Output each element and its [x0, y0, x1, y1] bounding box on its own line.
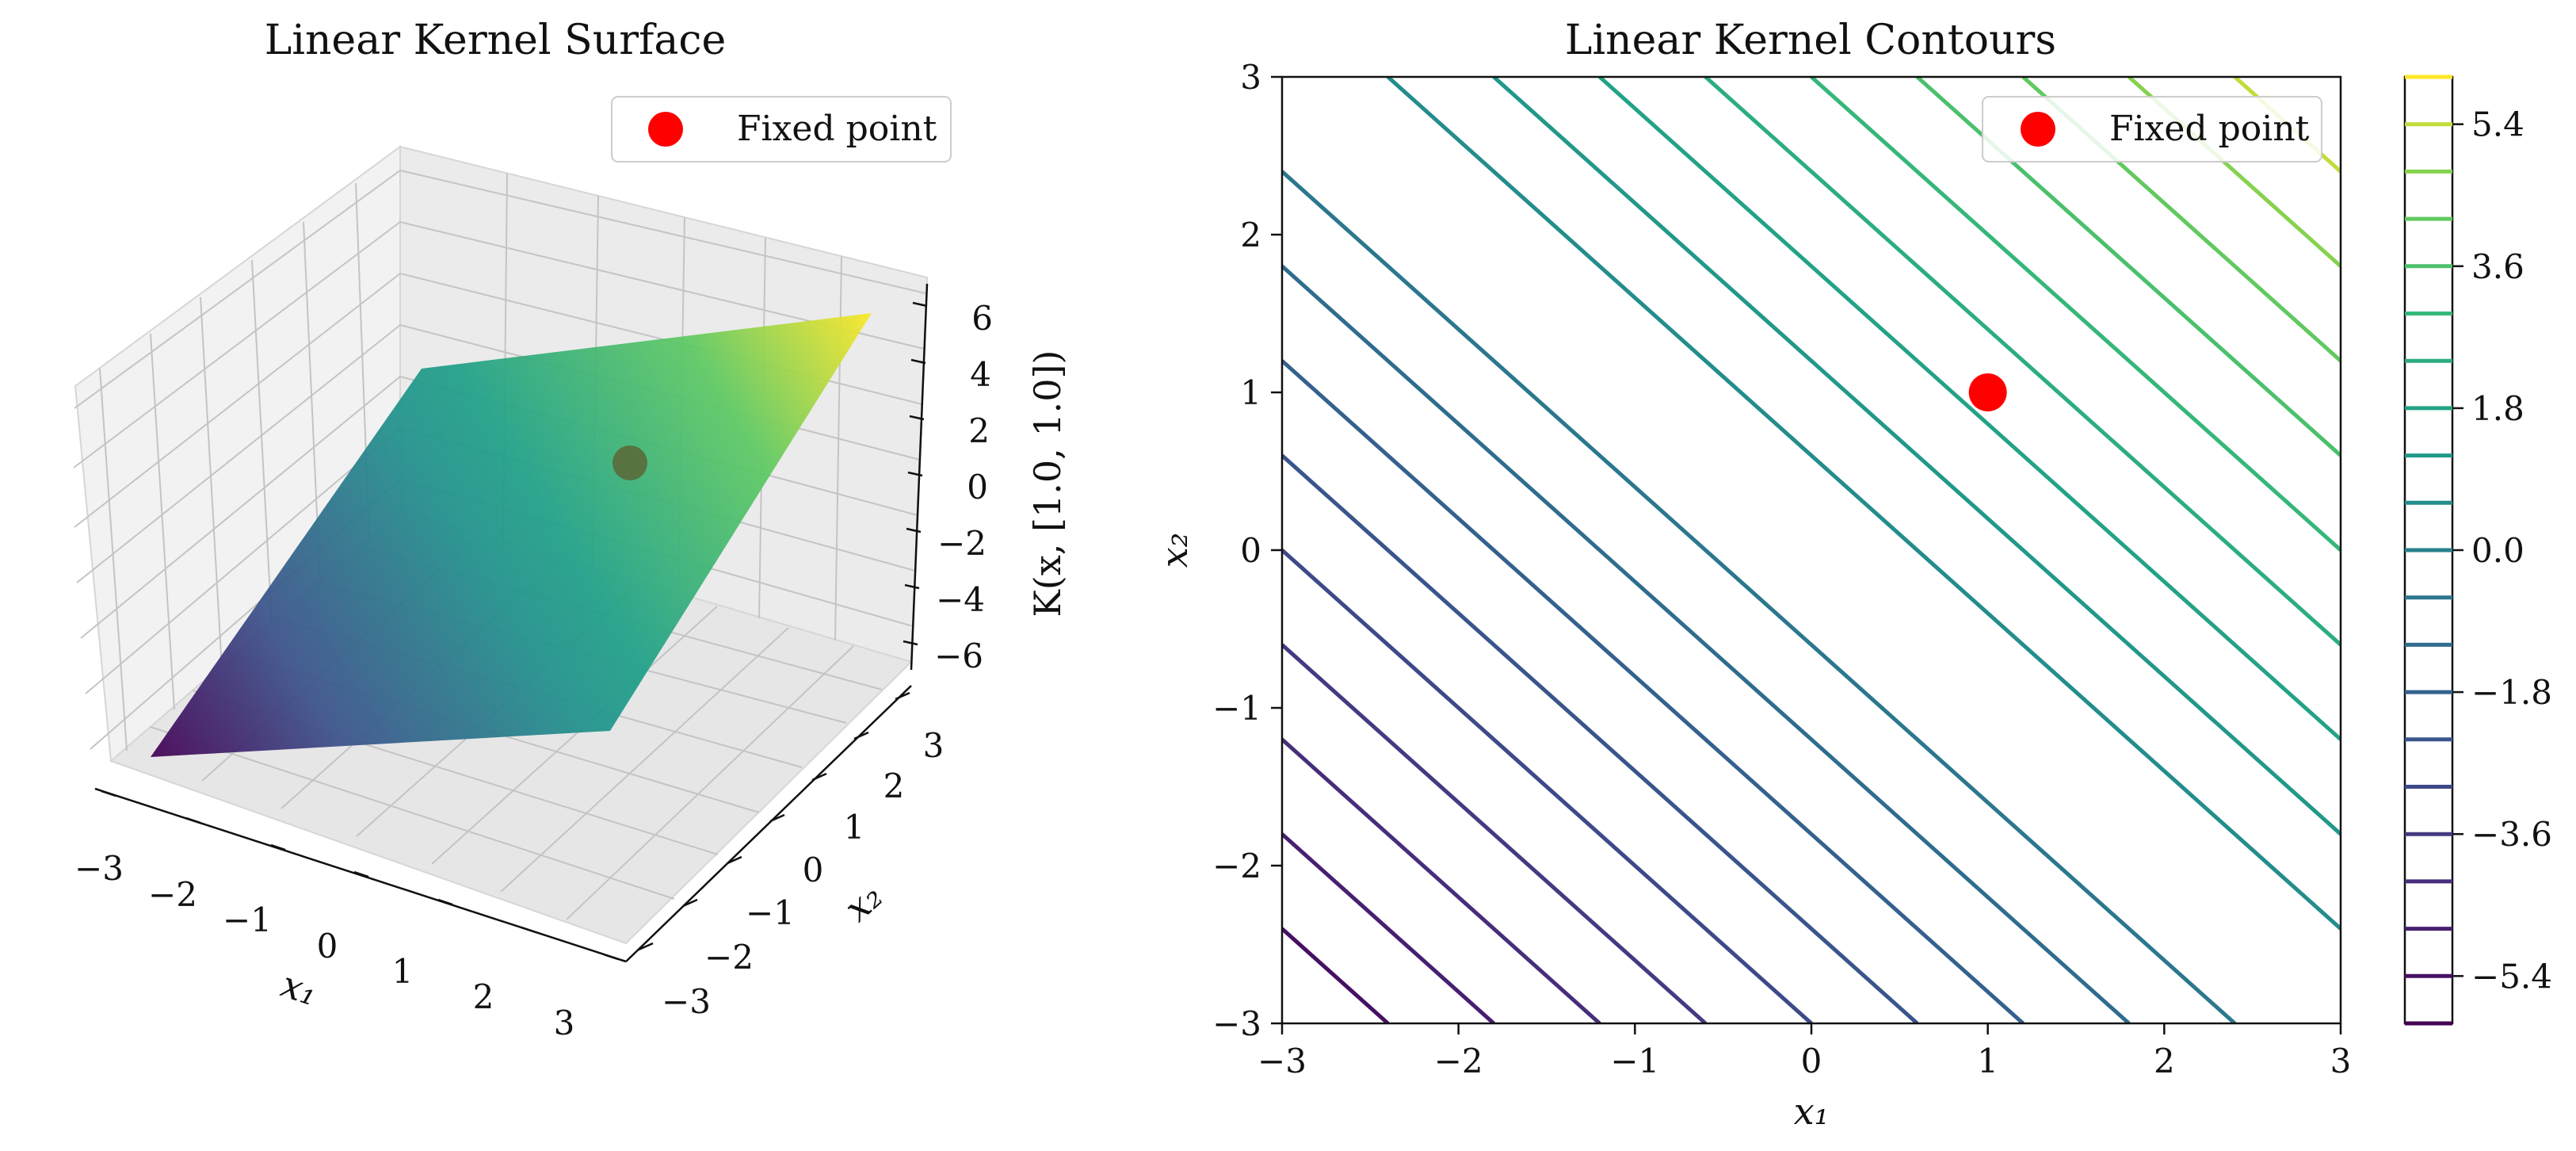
contour-line	[1598, 77, 2341, 741]
contour-line	[1282, 359, 2025, 1023]
contour-line	[1282, 643, 1708, 1023]
y-tick-label: 3	[1240, 58, 1261, 97]
legend-label: Fixed point	[737, 109, 937, 149]
y-tick-label: −2	[704, 938, 754, 977]
y-tick-label: −2	[1212, 847, 1261, 885]
contour-line	[1282, 453, 1919, 1023]
colorbar-level-lines	[2405, 75, 2452, 1026]
contour-x-axis-label: x₁	[1794, 1090, 1829, 1133]
contour-line	[1282, 549, 1813, 1023]
z-tick-label: −2	[937, 524, 987, 563]
contour-line	[1810, 77, 2341, 552]
legend-marker	[2021, 112, 2055, 147]
x-tick-label: −3	[1257, 1042, 1307, 1080]
y-tick-label: 1	[844, 808, 865, 847]
y-tick-label: 0	[803, 851, 824, 889]
linear-kernel-surface	[151, 313, 872, 757]
surface-plot: Linear Kernel Surface	[73, 17, 1069, 1042]
x-tick-label: 0	[1801, 1042, 1822, 1080]
y-axis-ticks	[638, 691, 910, 951]
colorbar-ticks: 5.4 3.6 1.8 0.0 −1.8 −3.6 −5.4	[2452, 105, 2552, 996]
contour-line	[1704, 77, 2341, 647]
y-tick-label: −3	[662, 982, 711, 1021]
surface-legend: Fixed point	[611, 96, 952, 163]
colorbar-tick-label: −1.8	[2471, 673, 2552, 712]
contour-line	[1386, 77, 2341, 931]
x-tick-label: −1	[1610, 1042, 1659, 1080]
x-tick-label: 2	[473, 977, 494, 1016]
contour-lines	[1282, 77, 2341, 1023]
legend-label: Fixed point	[2109, 109, 2310, 149]
x-tick-label: −3	[74, 849, 124, 888]
x-axis-ticks	[101, 790, 619, 961]
z-tick-label: 0	[967, 468, 988, 507]
contour-y-ticks: −3 −2 −1 0 1 2 3	[1212, 58, 1282, 1043]
y-tick-label: 3	[923, 726, 945, 765]
z-tick-label: −4	[936, 580, 985, 619]
colorbar-tick-label: −5.4	[2471, 957, 2552, 996]
colorbar-tick-label: 3.6	[2471, 247, 2524, 286]
contour-line	[1282, 170, 2237, 1023]
z-tick-label: 6	[971, 299, 993, 338]
y-tick-label: −3	[1212, 1004, 1261, 1043]
y-tick-label: 2	[883, 767, 905, 805]
x-tick-label: 3	[554, 1004, 575, 1042]
contour-line	[1282, 927, 1390, 1023]
y-tick-label: 0	[1240, 531, 1261, 570]
contour-legend: Fixed point	[1982, 96, 2322, 163]
contour-title: Linear Kernel Contours	[1565, 17, 2056, 64]
colorbar-tick-label: 5.4	[2471, 105, 2524, 144]
surface-y-axis-label: x₂	[836, 874, 891, 930]
colorbar-tick-label: 0.0	[2471, 531, 2524, 570]
fixed-point-3d-marker	[613, 445, 647, 480]
surface-title: Linear Kernel Surface	[265, 17, 726, 64]
x-tick-label: −1	[223, 901, 272, 939]
contour-line	[1282, 832, 1495, 1023]
y-tick-label: −1	[1212, 689, 1261, 728]
surface-z-axis-label: K(x, [1.0, 1.0])	[1026, 350, 1069, 618]
z-tick-label: −6	[934, 637, 983, 675]
x-tick-label: 1	[1977, 1042, 1998, 1080]
contour-line	[1282, 264, 2131, 1023]
x-tick-label: 2	[2154, 1042, 2175, 1080]
y-axis-line	[625, 685, 912, 962]
y-tick-label: 2	[1240, 216, 1261, 254]
x-axis-line	[94, 787, 627, 963]
fixed-point-marker	[1968, 373, 2007, 411]
surface-x-axis-label: x₁	[276, 962, 322, 1014]
x-tick-label: 1	[392, 952, 414, 991]
contour-line	[1282, 737, 1601, 1023]
contour-y-axis-label: x₂	[1153, 533, 1196, 568]
y-tick-label: 1	[1240, 373, 1261, 412]
contour-plot: Linear Kernel Contours −3 −2 −1 0 1 2 3 −3 −2 −1…	[1153, 17, 2552, 1133]
contour-line	[1492, 77, 2341, 836]
y-tick-label: −1	[746, 893, 795, 932]
z-axis-line	[910, 283, 929, 671]
z-axis-ticks	[903, 301, 928, 646]
legend-marker	[648, 112, 683, 147]
colorbar-tick-label: 1.8	[2471, 389, 2524, 428]
x-tick-label: −2	[1434, 1042, 1483, 1080]
x-tick-label: 3	[2330, 1042, 2352, 1080]
contour-x-ticks: −3 −2 −1 0 1 2 3	[1257, 1023, 2351, 1080]
colorbar: 5.4 3.6 1.8 0.0 −1.8 −3.6 −5.4	[2403, 75, 2552, 1026]
x-tick-label: 0	[317, 927, 338, 966]
colorbar-tick-label: −3.6	[2471, 815, 2552, 854]
x-tick-label: −2	[148, 875, 197, 914]
z-tick-label: 2	[968, 411, 990, 450]
z-tick-label: 4	[970, 355, 991, 394]
